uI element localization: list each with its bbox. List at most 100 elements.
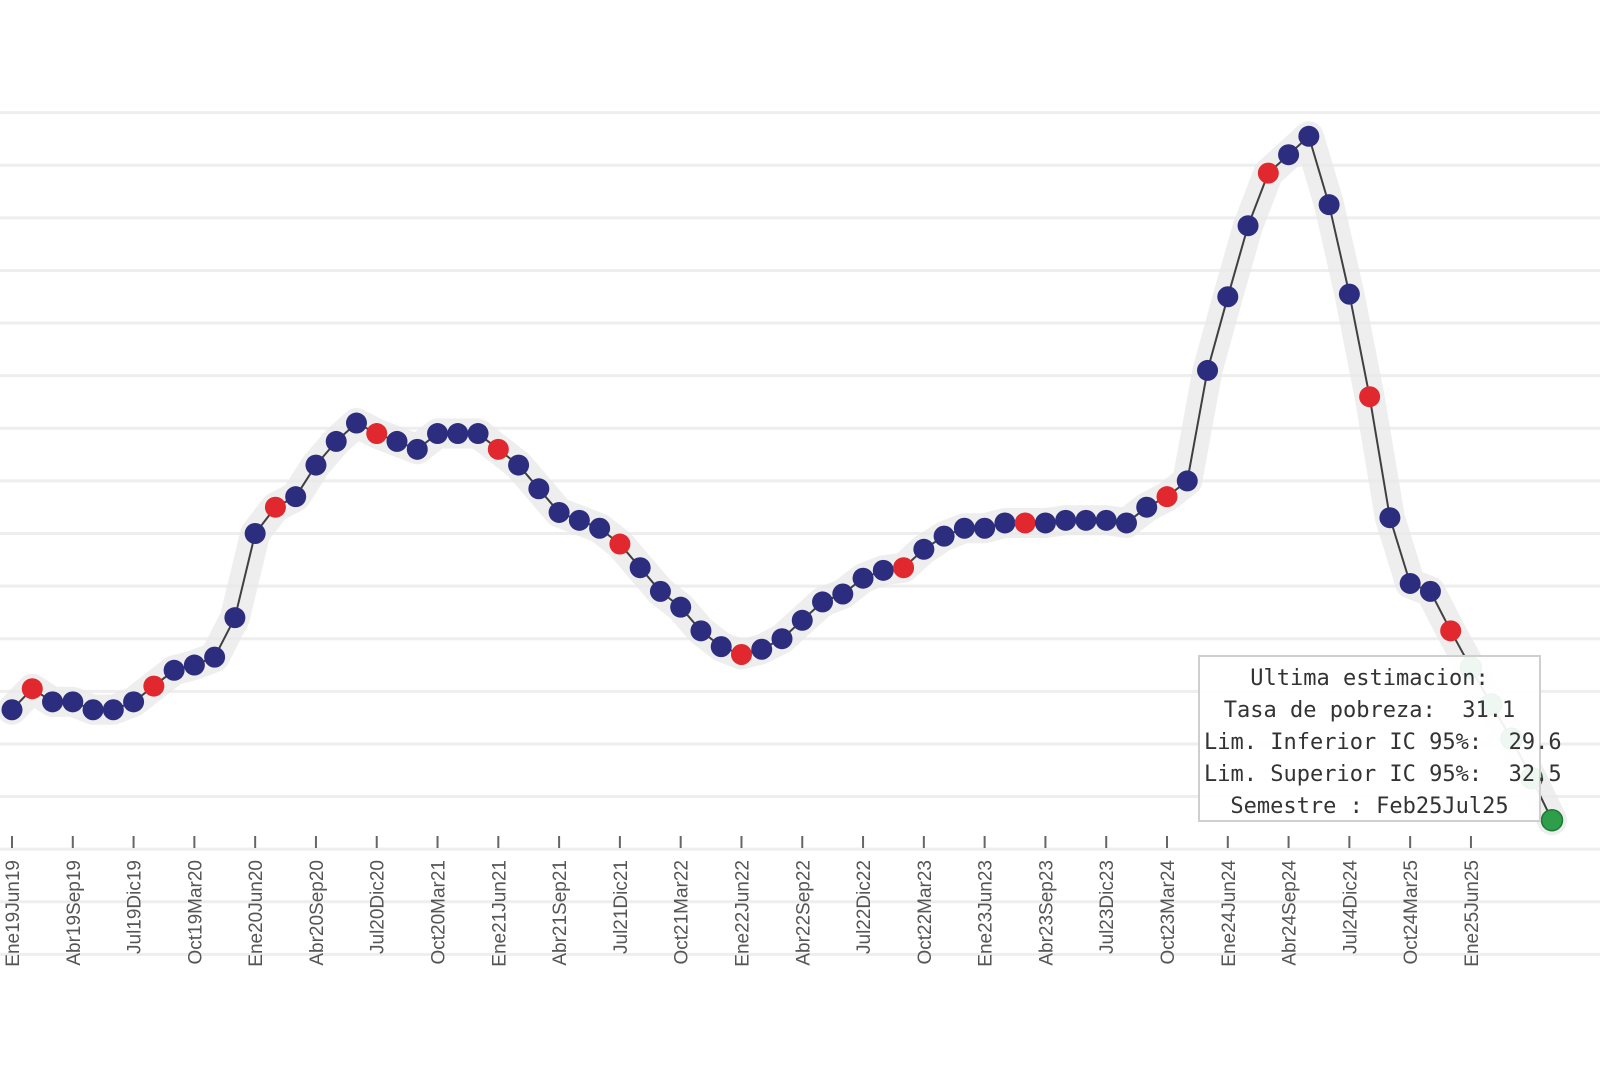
data-point — [690, 620, 712, 642]
x-tick-label: Ene25Jun25 — [1462, 860, 1483, 967]
data-point — [1419, 580, 1441, 602]
tooltip-label: Lim. Superior IC 95%: — [1204, 762, 1483, 787]
data-point — [244, 523, 266, 544]
data-point — [1318, 194, 1340, 216]
data-point — [994, 512, 1016, 534]
x-tick-label: Jul23Dic23 — [1097, 860, 1118, 954]
data-point — [812, 591, 834, 613]
data-point — [649, 580, 671, 602]
data-point — [1298, 125, 1320, 147]
x-tick-label: Abr22Sep22 — [793, 860, 814, 966]
x-tick-label: Ene19Jun19 — [3, 860, 24, 967]
data-point — [1379, 507, 1401, 529]
x-tick-label: Jul24Dic24 — [1340, 860, 1361, 954]
data-point — [589, 517, 611, 539]
latest-estimate-tooltip: Ultima estimacion: Tasa de pobreza: 31.1… — [1198, 655, 1562, 823]
data-point — [1075, 509, 1097, 531]
data-point — [771, 628, 793, 650]
data-point — [933, 525, 955, 547]
data-point — [123, 691, 145, 713]
data-point — [872, 559, 894, 581]
data-point — [224, 607, 246, 629]
data-point — [82, 699, 104, 721]
tooltip-value: 31.1 — [1462, 698, 1516, 723]
x-tick-label: Abr20Sep20 — [307, 860, 328, 966]
tooltip-value: 32.5 — [1508, 762, 1562, 787]
data-point — [953, 517, 975, 539]
data-point — [163, 659, 185, 681]
x-tick-label: Jul21Dic21 — [611, 860, 632, 954]
x-tick-label: Ene20Jun20 — [246, 860, 267, 967]
tooltip-label: Lim. Inferior IC 95%: — [1204, 730, 1483, 755]
data-point — [629, 557, 651, 579]
data-point — [366, 423, 388, 445]
data-point — [1136, 496, 1158, 518]
data-point — [1055, 509, 1077, 531]
data-point — [730, 644, 752, 666]
data-point — [548, 501, 570, 523]
x-tick-label: Oct24Mar25 — [1401, 860, 1422, 965]
data-point — [1338, 283, 1360, 305]
x-tick-label: Jul22Dic22 — [854, 860, 875, 954]
tooltip-row-rate: Tasa de pobreza: 31.1 — [1204, 695, 1535, 727]
data-point — [285, 486, 307, 508]
data-point — [386, 430, 408, 452]
data-point — [467, 423, 489, 445]
data-point — [1, 699, 23, 721]
x-tick-label: Ene21Jun21 — [489, 860, 510, 967]
tooltip-title: Ultima estimacion: — [1250, 666, 1489, 691]
tooltip-value: Feb25Jul25 — [1376, 794, 1509, 819]
data-point — [427, 423, 449, 445]
data-point — [751, 638, 773, 660]
data-point — [1257, 162, 1279, 184]
data-point — [1359, 386, 1381, 408]
data-point — [143, 675, 165, 697]
data-point — [1156, 486, 1178, 508]
tooltip-row-semester: Semestre : Feb25Jul25 — [1204, 791, 1535, 823]
data-point — [832, 583, 854, 605]
data-point — [204, 646, 226, 668]
data-point — [1014, 512, 1036, 534]
data-point — [609, 533, 631, 555]
data-point — [325, 430, 347, 452]
data-point — [1440, 620, 1462, 642]
data-point — [406, 438, 428, 460]
data-point — [1278, 144, 1300, 166]
data-point — [508, 454, 530, 476]
data-point — [102, 699, 124, 721]
tooltip-row-lower: Lim. Inferior IC 95%: 29.6 — [1204, 727, 1562, 759]
data-point — [447, 423, 469, 445]
data-point — [913, 538, 935, 560]
x-tick-label: Abr23Sep23 — [1036, 860, 1057, 966]
x-tick-label: Oct22Mar23 — [915, 860, 936, 965]
data-point — [1034, 512, 1056, 534]
data-point — [1115, 512, 1137, 534]
x-tick-label: Abr21Sep21 — [550, 860, 571, 966]
data-point — [1399, 572, 1421, 594]
data-point — [62, 691, 84, 713]
data-point — [1540, 808, 1564, 832]
data-point — [1095, 509, 1117, 531]
data-point — [21, 678, 43, 700]
x-tick-label: Jul19Dic19 — [125, 860, 146, 954]
data-point — [852, 567, 874, 589]
data-point — [974, 517, 996, 539]
x-tick-label: Ene23Jun23 — [976, 860, 997, 967]
data-point — [893, 557, 915, 579]
x-tick-label: Oct20Mar21 — [429, 860, 450, 965]
x-tick-label: Oct19Mar20 — [185, 860, 206, 965]
data-point — [345, 412, 367, 434]
data-point — [1217, 286, 1239, 308]
data-point — [528, 478, 550, 500]
tooltip-value: 29.6 — [1508, 730, 1562, 755]
data-point — [791, 609, 813, 631]
x-tick-label: Abr19Sep19 — [64, 860, 85, 966]
data-point — [1176, 470, 1198, 492]
data-point — [568, 509, 590, 531]
data-point — [670, 596, 692, 618]
data-point — [305, 454, 327, 476]
x-tick-label: Oct21Mar22 — [672, 860, 693, 965]
x-tick-label: Oct23Mar24 — [1158, 860, 1179, 965]
x-axis-ticks: Ene19Jun19 Abr19Sep19 Jul19Dic19 Oct19Mar20… — [3, 836, 1483, 967]
